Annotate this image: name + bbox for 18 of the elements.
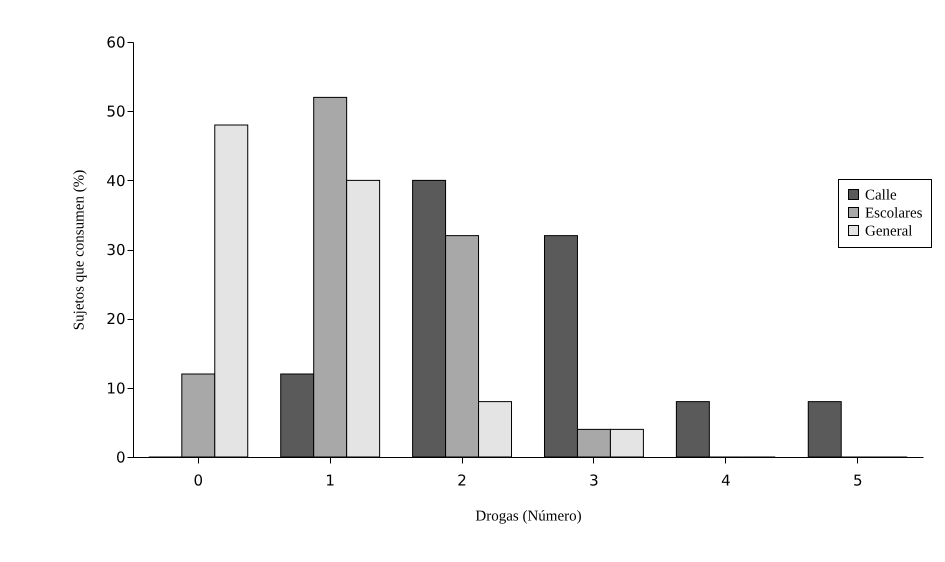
x-tick-label: 3 — [589, 472, 599, 490]
x-tick-label: 2 — [457, 472, 467, 490]
x-axis-title: Drogas (Número) — [475, 508, 582, 524]
y-axis-title: Sujetos que consumen (%) — [71, 170, 88, 330]
y-tick-label: 40 — [106, 172, 126, 190]
y-tick-label: 0 — [116, 448, 126, 466]
x-tick-label: 1 — [325, 472, 335, 490]
y-tick-label: 20 — [106, 310, 126, 328]
legend-label: Escolares — [865, 205, 923, 222]
x-tick-label: 0 — [194, 472, 204, 490]
y-tick-label: 60 — [106, 34, 126, 52]
y-tick-label: 30 — [106, 241, 126, 259]
legend-label: General — [865, 223, 912, 240]
x-tick-label: 5 — [852, 472, 862, 490]
x-tick-label: 4 — [721, 472, 731, 490]
y-tick-label: 50 — [106, 102, 126, 121]
y-tick-label: 10 — [106, 379, 126, 398]
legend-label: Calle — [865, 187, 897, 204]
